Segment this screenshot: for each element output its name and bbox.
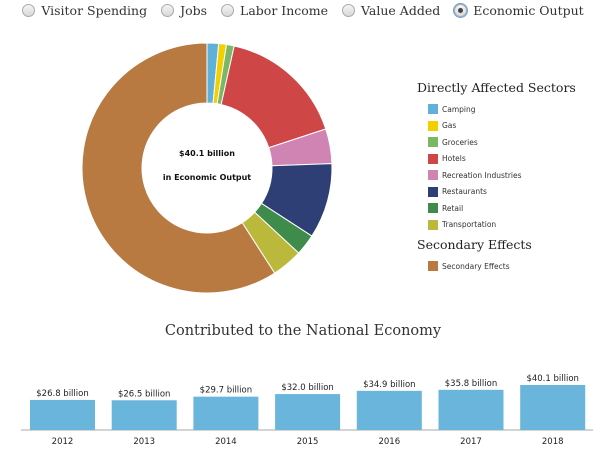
x-tick-label: 2014 xyxy=(215,437,237,447)
radio-option[interactable]: Value Added xyxy=(342,3,440,18)
legend-item[interactable]: Hotels xyxy=(428,151,576,168)
donut-slice-hotels[interactable] xyxy=(220,45,327,149)
legend-item[interactable]: Retail xyxy=(428,200,576,217)
metric-selector: Visitor Spending Jobs Labor Income Value Ad… xyxy=(0,3,606,18)
radio-label: Value Added xyxy=(361,3,441,18)
bar-value-label: $32.0 billion xyxy=(281,383,333,393)
donut-slice-secondary-effects[interactable] xyxy=(81,42,276,294)
legend-label: Gas xyxy=(442,121,457,131)
bar-value-label: $29.7 billion xyxy=(200,386,252,396)
legend-swatch xyxy=(428,186,438,197)
radio-label: Economic Output xyxy=(473,3,584,18)
bar-value-label: $26.5 billion xyxy=(118,389,170,399)
radio-button[interactable] xyxy=(342,4,356,17)
radio-option[interactable]: Jobs xyxy=(161,3,207,18)
x-tick-label: 2012 xyxy=(52,437,74,447)
legend-swatch xyxy=(428,137,438,148)
donut-center-value: $40.1 billion xyxy=(179,149,235,158)
bar-2018[interactable] xyxy=(520,385,586,430)
x-tick-label: 2015 xyxy=(297,437,319,447)
legend-swatch xyxy=(428,120,438,131)
legend-label: Restaurants xyxy=(442,187,487,197)
bar-value-label: $35.8 billion xyxy=(445,379,497,389)
legend-swatch xyxy=(428,104,438,115)
legend-label: Secondary Effects xyxy=(442,261,510,271)
bar-value-label: $40.1 billion xyxy=(526,374,578,384)
radio-button[interactable] xyxy=(453,3,469,18)
bar-value-label: $26.8 billion xyxy=(36,389,88,399)
radio-option[interactable]: Visitor Spending xyxy=(22,3,147,18)
legend-swatch xyxy=(428,170,438,181)
legend-item[interactable]: Transportation xyxy=(428,217,576,234)
legend-label: Groceries xyxy=(442,137,478,147)
x-tick-label: 2018 xyxy=(542,437,564,447)
radio-option[interactable]: Economic Output xyxy=(453,3,584,18)
legend-label: Camping xyxy=(442,104,476,114)
legend: Directly Affected Sectors Camping Gas Groc… xyxy=(417,80,576,275)
donut-center-label: in Economic Output xyxy=(163,173,251,182)
radio-button[interactable] xyxy=(161,4,175,17)
bar-2014[interactable] xyxy=(193,396,259,430)
legend-item[interactable]: Recreation Industries xyxy=(428,167,576,184)
legend-swatch xyxy=(428,219,438,230)
x-tick-label: 2013 xyxy=(133,437,155,447)
legend-swatch xyxy=(428,261,438,272)
radio-button[interactable] xyxy=(22,4,36,17)
radio-button[interactable] xyxy=(221,4,235,17)
radio-label: Jobs xyxy=(180,3,208,18)
bar-2017[interactable] xyxy=(438,389,504,430)
x-tick-label: 2016 xyxy=(378,437,400,447)
donut-chart: $40.1 billion in Economic Output xyxy=(81,42,333,294)
bar-2015[interactable] xyxy=(275,394,341,430)
bar-chart: $26.8 billion 2012 $26.5 billion 2013 $29.7 … xyxy=(21,374,593,447)
legend-swatch xyxy=(428,153,438,164)
radio-label: Labor Income xyxy=(240,3,329,18)
legend-direct-title: Directly Affected Sectors xyxy=(417,80,576,95)
legend-item[interactable]: Camping xyxy=(428,101,576,118)
legend-item[interactable]: Secondary Effects xyxy=(428,258,576,275)
x-tick-label: 2017 xyxy=(460,437,482,447)
legend-secondary-title: Secondary Effects xyxy=(417,237,532,252)
legend-item[interactable]: Groceries xyxy=(428,134,576,151)
legend-label: Recreation Industries xyxy=(442,170,522,180)
bar-2012[interactable] xyxy=(30,399,95,430)
radio-label: Visitor Spending xyxy=(41,3,148,18)
legend-swatch xyxy=(428,203,438,214)
legend-item[interactable]: Gas xyxy=(428,118,576,135)
legend-label: Retail xyxy=(442,203,464,213)
bar-chart-title: Contributed to the National Economy xyxy=(164,323,442,339)
legend-label: Transportation xyxy=(442,220,497,230)
legend-label: Hotels xyxy=(442,154,466,164)
bar-2016[interactable] xyxy=(356,390,422,430)
legend-item[interactable]: Restaurants xyxy=(428,184,576,201)
bar-2013[interactable] xyxy=(111,400,177,430)
radio-option[interactable]: Labor Income xyxy=(221,3,328,18)
bar-value-label: $34.9 billion xyxy=(363,380,415,390)
